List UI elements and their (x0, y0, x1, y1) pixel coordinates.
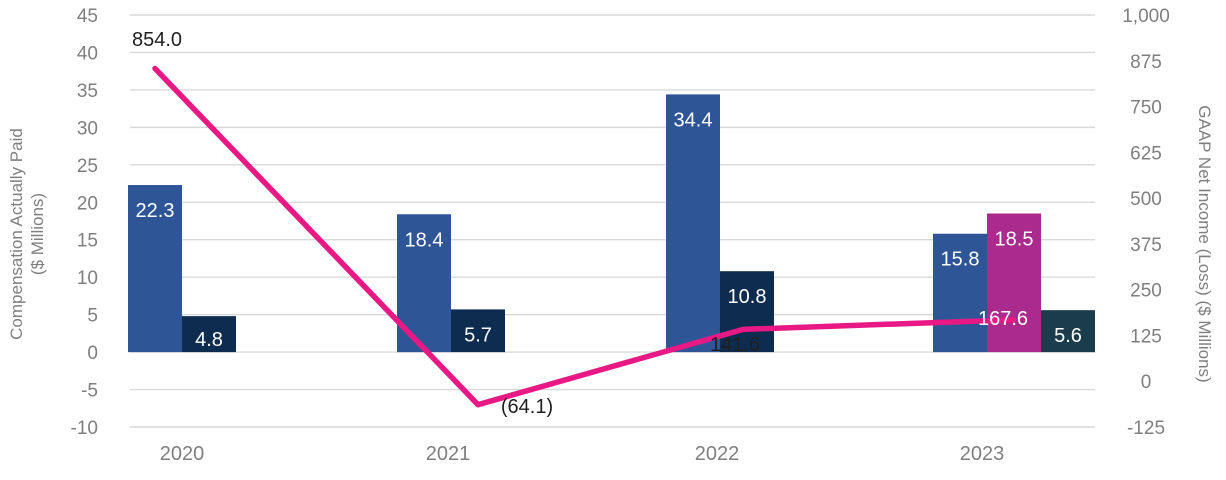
bar-navy-2021 (451, 309, 505, 353)
right-axis-tick-label: 125 (1130, 326, 1162, 347)
bar-value-label: 15.8 (941, 249, 980, 271)
bar-value-label: 4.8 (195, 329, 223, 351)
left-axis-title-line1: Compensation Actually Paid (7, 128, 26, 340)
line-value-label: (64.1) (501, 396, 553, 418)
right-axis-tick-label: 625 (1130, 143, 1162, 164)
bar-value-label: 18.4 (405, 229, 444, 251)
left-axis-tick-label: 35 (77, 81, 98, 102)
line-value-label: 854.0 (132, 29, 182, 51)
right-axis-title: GAAP Net Income (Loss) ($ Millions) (1195, 105, 1214, 383)
bar-navy-2020 (182, 316, 236, 353)
right-axis-tick-label: -125 (1127, 418, 1165, 439)
right-axis-tick-label: 500 (1130, 189, 1162, 210)
right-axis-tick-label: 875 (1130, 52, 1162, 73)
left-axis-tick-label: 45 (77, 6, 98, 27)
right-axis-tick-label: 750 (1130, 98, 1162, 119)
left-axis-tick-label: -10 (71, 418, 98, 439)
left-axis-tick-label: 0 (87, 343, 98, 364)
left-axis-tick-label: 10 (77, 268, 98, 289)
bar-value-label: 5.7 (464, 324, 492, 346)
right-axis-tick-label: 250 (1130, 281, 1162, 302)
line-value-label: 167.6 (978, 308, 1028, 330)
left-axis-tick-label: 5 (87, 306, 98, 327)
bar-magenta-2023 (987, 213, 1041, 353)
bar-value-label: 5.6 (1054, 325, 1082, 347)
left-axis-tick-label: 30 (77, 118, 98, 139)
bar-blue-2023 (933, 233, 987, 353)
bar-value-label: 10.8 (728, 286, 767, 308)
net-income-line (152, 65, 1016, 408)
x-axis-label-2020: 2020 (160, 443, 205, 465)
right-axis-tick-label: 375 (1130, 235, 1162, 256)
left-axis-tick-label: 25 (77, 156, 98, 177)
bar-teal-2023 (1041, 310, 1095, 353)
bar-blue-2022 (666, 94, 720, 353)
left-axis-title: Compensation Actually Paid ($ Millions) (6, 64, 50, 404)
bar-value-label: 34.4 (674, 109, 713, 131)
line-value-label: 141.6 (710, 334, 760, 356)
right-axis-tick-label: 1,000 (1122, 6, 1170, 27)
x-axis-label-2023: 2023 (960, 443, 1005, 465)
x-axis-label-2021: 2021 (426, 443, 471, 465)
left-axis-tick-label: -5 (81, 381, 98, 402)
x-axis-label-2022: 2022 (695, 443, 740, 465)
bar-value-label: 18.5 (995, 229, 1034, 251)
left-axis-title-line2: ($ Millions) (28, 192, 47, 276)
bar-value-label: 22.3 (136, 200, 175, 222)
bar-blue-2020 (128, 185, 182, 353)
left-axis-tick-label: 15 (77, 231, 98, 252)
right-axis-tick-label: 0 (1141, 372, 1152, 393)
bar-navy-2022 (720, 271, 774, 353)
left-axis-tick-label: 40 (77, 43, 98, 64)
left-axis-tick-label: 20 (77, 193, 98, 214)
